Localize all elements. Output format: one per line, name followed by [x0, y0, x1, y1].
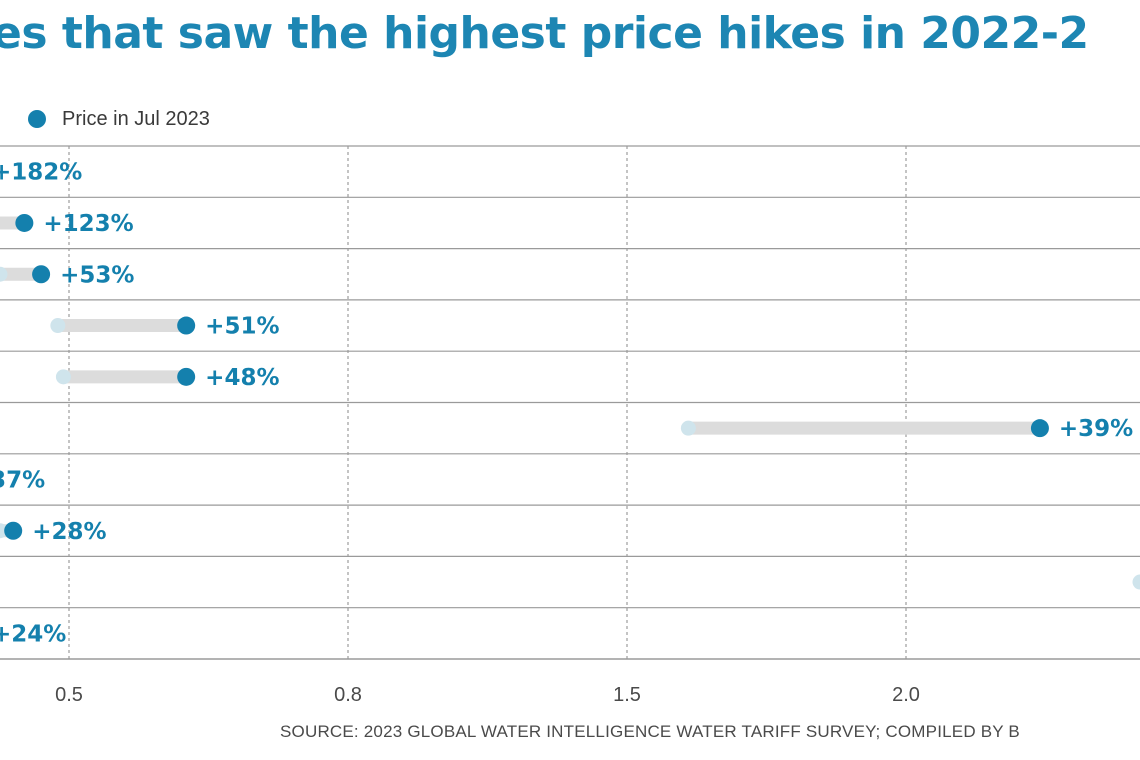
end-price-dot [15, 213, 34, 232]
start-price-dot [50, 318, 66, 334]
source-note: SOURCE: 2023 GLOBAL WATER INTELLIGENCE W… [280, 722, 1020, 741]
start-price-dot [1132, 574, 1140, 590]
change-label: +24% [0, 621, 66, 647]
x-tick-label: 2.0 [892, 684, 920, 706]
x-tick-label: 1.5 [613, 684, 641, 706]
end-price-dot [177, 316, 196, 335]
legend-label: Price in Jul 2023 [62, 107, 210, 130]
change-label: +39% [1059, 416, 1133, 442]
end-price-dot [177, 367, 196, 386]
end-price-dot [4, 521, 23, 540]
start-price-dot [680, 420, 696, 436]
change-label: +51% [205, 314, 279, 340]
x-tick-label: 0.8 [334, 684, 362, 706]
legend: Price in Jul 2023 [28, 106, 210, 132]
start-price-dot [55, 369, 71, 385]
end-price-dot [1030, 419, 1049, 438]
x-tick-label: 0.5 [55, 684, 83, 706]
change-label: +182% [0, 160, 82, 186]
change-label: +37% [0, 467, 45, 493]
end-price-dot [32, 265, 51, 284]
legend-marker [28, 110, 46, 128]
chart-title: es that saw the highest price hikes in 2… [0, 8, 1089, 59]
change-label: +123% [43, 211, 133, 237]
change-label: +48% [205, 365, 279, 391]
change-label: +28% [32, 519, 106, 545]
change-label: +53% [60, 262, 134, 288]
start-price-dot [0, 266, 8, 282]
